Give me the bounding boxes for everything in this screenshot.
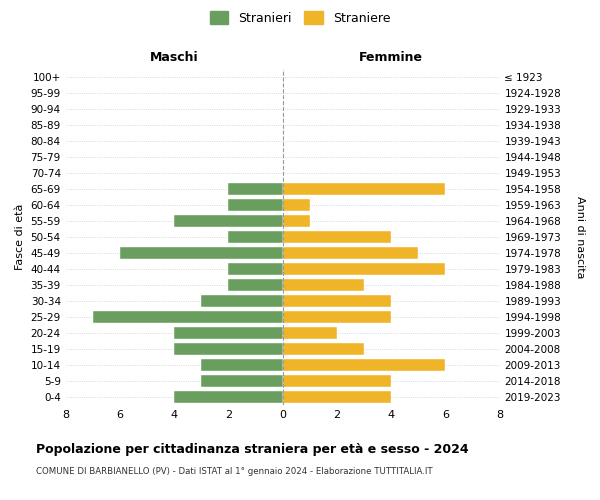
Bar: [283, 311, 391, 323]
Bar: [283, 391, 391, 403]
Bar: [283, 359, 445, 371]
Text: Femmine: Femmine: [359, 50, 423, 64]
Bar: [174, 215, 283, 227]
Bar: [283, 198, 310, 211]
Bar: [229, 279, 283, 291]
Y-axis label: Anni di nascita: Anni di nascita: [575, 196, 585, 278]
Bar: [201, 375, 283, 387]
Bar: [174, 343, 283, 355]
Bar: [283, 182, 445, 194]
Bar: [93, 311, 283, 323]
Bar: [120, 247, 283, 259]
Bar: [283, 231, 391, 243]
Bar: [229, 182, 283, 194]
Bar: [283, 375, 391, 387]
Bar: [283, 263, 445, 275]
Legend: Stranieri, Straniere: Stranieri, Straniere: [205, 6, 395, 30]
Bar: [283, 215, 310, 227]
Bar: [283, 343, 364, 355]
Text: Maschi: Maschi: [150, 50, 199, 64]
Text: COMUNE DI BARBIANELLO (PV) - Dati ISTAT al 1° gennaio 2024 - Elaborazione TUTTIT: COMUNE DI BARBIANELLO (PV) - Dati ISTAT …: [36, 468, 433, 476]
Bar: [174, 391, 283, 403]
Bar: [229, 231, 283, 243]
Bar: [201, 295, 283, 307]
Text: Popolazione per cittadinanza straniera per età e sesso - 2024: Popolazione per cittadinanza straniera p…: [36, 442, 469, 456]
Bar: [201, 359, 283, 371]
Bar: [174, 327, 283, 339]
Bar: [229, 198, 283, 211]
Bar: [283, 279, 364, 291]
Bar: [283, 327, 337, 339]
Bar: [229, 263, 283, 275]
Y-axis label: Fasce di età: Fasce di età: [15, 204, 25, 270]
Bar: [283, 295, 391, 307]
Bar: [283, 247, 418, 259]
